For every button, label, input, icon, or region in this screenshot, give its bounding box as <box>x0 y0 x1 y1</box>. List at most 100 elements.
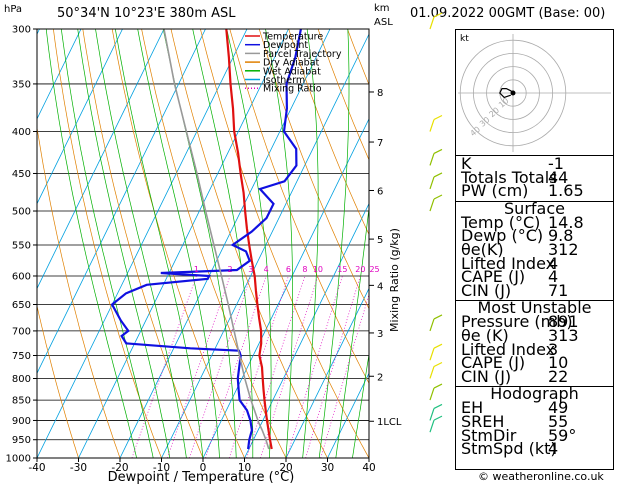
hodograph-ring-label: 30 <box>478 115 492 128</box>
km-tick-label: 1LCL <box>377 417 402 428</box>
pressure-tick-label: 850 <box>12 396 31 407</box>
hodograph-ring-label: 20 <box>488 106 502 119</box>
sfc-cin-label: CIN (J) <box>461 280 512 300</box>
legend-label: Mixing Ratio <box>263 84 322 95</box>
hodograph-ring-label: 10 <box>497 96 511 109</box>
wet-adiabat-line <box>45 29 137 458</box>
sfc-li-label: Lifted Index <box>461 253 556 273</box>
mixing-ratio-label: 2 <box>227 265 232 274</box>
index-k-label: K <box>461 154 472 173</box>
mu-cin-value: 22 <box>548 366 569 386</box>
isotherm-line <box>37 29 248 458</box>
wind-barb <box>429 12 443 30</box>
km-tick-label: 6 <box>377 186 383 197</box>
dry-adiabat-line <box>53 29 162 458</box>
pressure-tick-label: 450 <box>12 169 31 180</box>
dry-adiabat-line <box>37 304 79 458</box>
pressure-tick-label: 500 <box>12 207 31 218</box>
pressure-tick-label: 650 <box>12 300 31 311</box>
dry-adiabat-line <box>82 29 204 458</box>
sfc-temp-label: Temp (°C) <box>461 212 541 232</box>
wind-barb <box>429 383 443 401</box>
temperature-tick-label: 30 <box>321 462 334 474</box>
most-unstable-title: Most Unstable <box>477 298 592 318</box>
dry-adiabat-line <box>258 29 369 310</box>
index-pw-label: PW (cm) <box>461 181 529 201</box>
dry-adiabat-line <box>317 29 369 161</box>
mixing-ratio-label: 20 <box>355 265 365 274</box>
mixing-ratio-line <box>131 275 197 458</box>
wind-barb <box>429 361 443 379</box>
temperature-tick-label: -20 <box>111 462 128 474</box>
legend-label: Isotherm <box>263 75 305 86</box>
copyright-text: © weatheronline.co.uk <box>478 470 604 483</box>
km-label: km <box>374 3 390 14</box>
mu-cin-label: CIN (J) <box>461 366 512 386</box>
pressure-tick-label: 1000 <box>6 454 31 465</box>
asl-label: ASL <box>374 17 393 28</box>
series-temperature <box>225 29 273 450</box>
wet-adiabat-line <box>60 29 154 458</box>
temperature-tick-label: -10 <box>153 462 170 474</box>
stmspd-label: StmSpd (kt) <box>461 439 557 459</box>
pressure-tick-label: 700 <box>12 326 31 337</box>
eh-value: 49 <box>548 398 569 418</box>
wind-barb <box>429 148 443 166</box>
hpa-label: hPa <box>4 4 23 15</box>
mu-pressure-value: 891 <box>548 312 579 332</box>
isotherm-line <box>37 29 123 205</box>
sfc-cape-value: 4 <box>548 267 559 287</box>
eh-label: EH <box>461 398 484 418</box>
sfc-li-value: 4 <box>548 253 559 273</box>
wet-adiabat-line <box>95 29 187 458</box>
mu-li-label: Lifted Index <box>461 339 556 359</box>
mu-li-value: 3 <box>548 339 559 359</box>
isotherm-line <box>161 33 369 458</box>
mixing-ratio-label: 15 <box>337 265 347 274</box>
wind-barb <box>429 314 443 332</box>
index-tt-value: 44 <box>548 167 569 187</box>
mixing-ratio-label: 10 <box>313 265 323 274</box>
legend-label: Dry Adiabat <box>263 58 320 69</box>
wet-adiabat-line <box>335 205 369 458</box>
sfc-cape-label: CAPE (J) <box>461 267 526 287</box>
sfc-thetae-label: θe(K) <box>461 239 504 259</box>
wind-barb <box>429 343 443 361</box>
series-parcel-trajectory <box>163 29 270 450</box>
km-tick-label: 8 <box>377 88 383 99</box>
pressure-tick-label: 950 <box>12 435 31 446</box>
mixing-ratio-line <box>286 275 343 458</box>
surface-section: Surface Temp (°C) 14.8 Dewp (°C) 9.8 θe(K)… <box>456 200 613 300</box>
pressure-tick-label: 350 <box>12 79 31 90</box>
dry-adiabat-line <box>612 29 629 458</box>
mixing-ratio-line <box>246 275 306 458</box>
wet-adiabat-line <box>318 29 350 458</box>
mixing-ratio-label: 25 <box>369 265 379 274</box>
wet-adiabat-line <box>192 29 254 458</box>
wet-adiabat-line <box>226 29 272 458</box>
legend-label: Temperature <box>262 32 323 43</box>
stmdir-value: 59° <box>548 425 577 445</box>
wind-barb <box>429 403 443 421</box>
mu-thetae-label: θe (K) <box>461 325 509 345</box>
sfc-dewp-value: 9.8 <box>548 226 574 246</box>
legend-label: Parcel Trajectory <box>263 49 342 60</box>
datetime-label: 01.09.2022 00GMT (Base: 00) <box>410 6 606 21</box>
pressure-tick-label: 900 <box>12 416 31 427</box>
series-dewpoint <box>110 29 302 450</box>
hodograph-stats-title: Hodograph <box>490 384 579 404</box>
index-k-value: -1 <box>548 154 564 173</box>
station-location: 50°34'N 10°23'E 380m ASL <box>57 6 236 21</box>
sfc-dewp-label: Dewp (°C) <box>461 226 544 246</box>
pressure-tick-label: 800 <box>12 374 31 385</box>
mu-cape-label: CAPE (J) <box>461 353 526 373</box>
sreh-label: SREH <box>461 411 505 431</box>
legend-label: Wet Adiabat <box>263 66 321 77</box>
km-tick-label: 7 <box>377 138 383 149</box>
temperature-tick-label: 40 <box>362 462 375 474</box>
dry-adiabat-line <box>229 29 369 385</box>
hodograph-panel: kt 40 30 20 10 <box>455 29 614 157</box>
dry-adiabat-line <box>37 125 121 458</box>
mixing-ratio-line <box>320 293 369 458</box>
